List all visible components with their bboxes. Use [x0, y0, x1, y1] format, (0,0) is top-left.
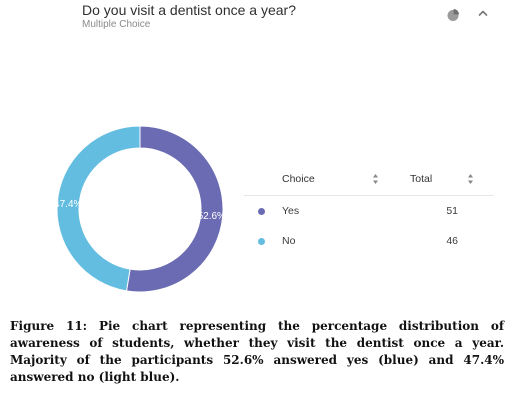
- row-label: No: [282, 235, 296, 247]
- data-label-no: 47.4%: [54, 199, 82, 210]
- legend-swatch-yes: [258, 208, 265, 215]
- question-type: Multiple Choice: [82, 19, 151, 30]
- total-column-header[interactable]: Total: [410, 173, 433, 185]
- choice-column-header[interactable]: Choice: [282, 173, 315, 185]
- caption-text: Pie chart representing the percentage di…: [10, 319, 504, 384]
- table-header: Choice Total: [244, 166, 494, 196]
- row-total: 46: [446, 235, 458, 247]
- pie-slice-no[interactable]: [56, 125, 141, 292]
- pie-slice-yes[interactable]: [125, 125, 224, 293]
- donut-chart: 52.6% 47.4%: [54, 125, 226, 293]
- row-total: 51: [446, 205, 458, 217]
- divider: [244, 195, 494, 196]
- pie-chart-icon[interactable]: [446, 8, 460, 22]
- sort-icon[interactable]: [467, 173, 474, 185]
- caption-label: Figure 11:: [10, 319, 88, 333]
- sort-icon[interactable]: [372, 173, 379, 185]
- row-label: Yes: [282, 205, 300, 217]
- legend-swatch-no: [258, 238, 265, 245]
- table-row: Yes 51: [244, 196, 494, 226]
- question-title: Do you visit a dentist once a year?: [82, 2, 297, 18]
- data-label-yes: 52.6%: [198, 211, 226, 222]
- choice-table: Choice Total Yes 51 No 46: [244, 166, 494, 256]
- figure-caption: Figure 11: Pie chart representing the pe…: [10, 318, 504, 386]
- table-row: No 46: [244, 226, 494, 256]
- chevron-up-icon[interactable]: [476, 6, 490, 20]
